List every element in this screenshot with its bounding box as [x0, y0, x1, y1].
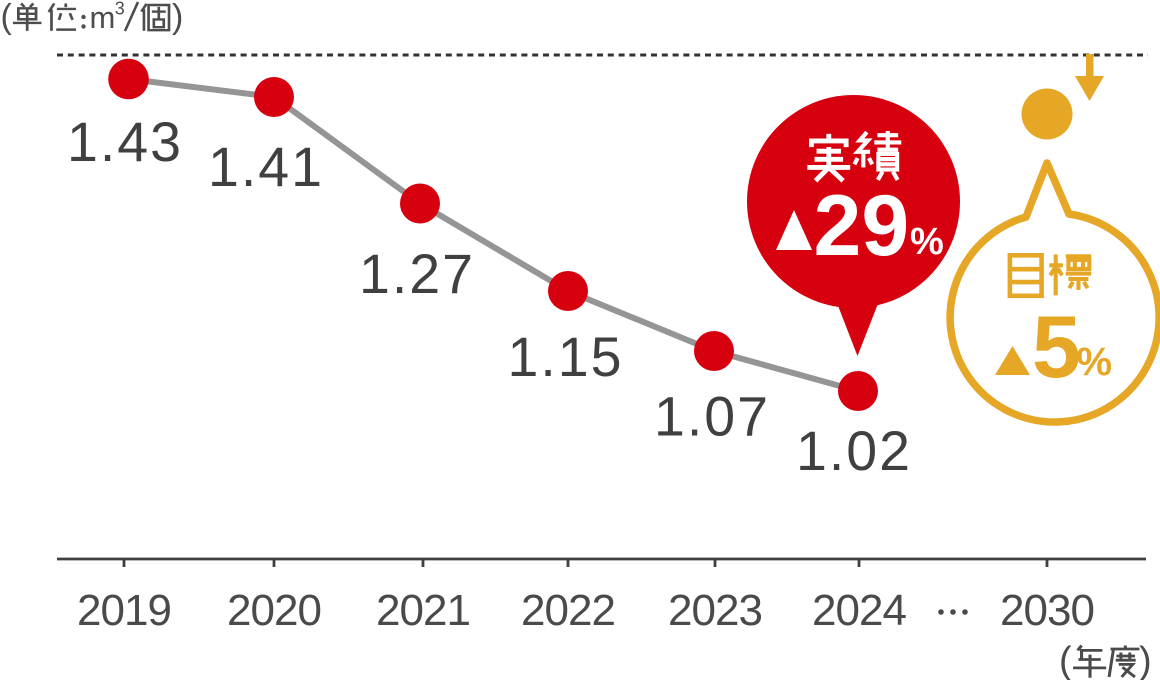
svg-text:29: 29 [814, 178, 910, 274]
svg-text:2030: 2030 [1000, 586, 1094, 635]
svg-text:2021: 2021 [376, 586, 470, 635]
svg-text:5: 5 [1032, 297, 1081, 396]
svg-text:2022: 2022 [521, 586, 615, 635]
svg-text:): ) [1139, 640, 1152, 680]
svg-text:(: ( [1, 0, 13, 36]
svg-text:%: % [910, 221, 944, 263]
svg-text:2024: 2024 [812, 586, 906, 635]
svg-text:%: % [1077, 340, 1113, 384]
svg-text:(: ( [1059, 640, 1072, 680]
svg-text:1.41: 1.41 [208, 136, 324, 198]
svg-text:1.07: 1.07 [654, 386, 770, 448]
svg-text:1.43: 1.43 [67, 111, 183, 173]
svg-text:2019: 2019 [77, 586, 171, 635]
svg-text:1.02: 1.02 [796, 420, 912, 482]
svg-text:1.27: 1.27 [359, 243, 475, 305]
svg-text:2023: 2023 [668, 586, 762, 635]
svg-text:2020: 2020 [227, 586, 321, 635]
svg-text:1.15: 1.15 [507, 326, 623, 388]
svg-text:): ) [172, 0, 183, 36]
svg-text:3: 3 [115, 0, 125, 19]
svg-text:m: m [90, 0, 116, 35]
